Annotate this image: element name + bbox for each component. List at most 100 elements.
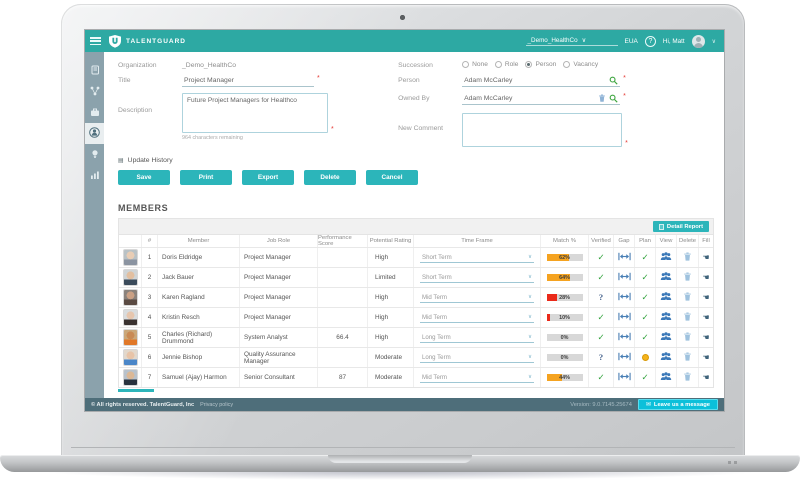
fill-cell[interactable]: ☚ bbox=[699, 248, 713, 267]
table-row[interactable]: 4 Kristin Resch Project Manager High Mid Ter… bbox=[119, 307, 713, 327]
fill-cell[interactable]: ☚ bbox=[699, 328, 713, 347]
column-header-member[interactable]: Member bbox=[158, 235, 240, 247]
table-row[interactable]: 6 Jennie Bishop Quality Assurance Manager M… bbox=[119, 347, 713, 367]
column-header-job-role[interactable]: Job Role bbox=[240, 235, 318, 247]
column-header-potential-rating[interactable]: Potential Rating bbox=[368, 235, 414, 247]
column-header-view[interactable]: View bbox=[656, 235, 677, 247]
print-button[interactable]: Print bbox=[180, 170, 232, 185]
gap-cell[interactable] bbox=[614, 268, 635, 287]
save-button[interactable]: Save bbox=[118, 170, 170, 185]
delete-cell[interactable] bbox=[677, 288, 699, 307]
time-frame-select[interactable]: Short Term ∨ bbox=[420, 273, 534, 283]
leave-message-button[interactable]: ✉ Leave us a message bbox=[637, 399, 718, 410]
time-frame-select[interactable]: Long Term ∨ bbox=[420, 353, 534, 363]
main-content: Organization _Demo_HealthCo Title Projec… bbox=[104, 52, 724, 398]
fill-cell[interactable]: ☚ bbox=[699, 288, 713, 307]
fill-cell[interactable]: ☚ bbox=[699, 368, 713, 387]
sidebar-item-talent-network[interactable] bbox=[85, 81, 104, 102]
insight-bulb-icon bbox=[90, 146, 100, 164]
column-header-verified[interactable]: Verified bbox=[589, 235, 614, 247]
title-input[interactable]: Project Manager bbox=[182, 75, 314, 87]
time-frame-select[interactable]: Mid Term ∨ bbox=[420, 313, 534, 323]
sidebar-item-succession-person[interactable] bbox=[85, 123, 104, 144]
delete-cell[interactable] bbox=[677, 248, 699, 267]
view-cell[interactable] bbox=[656, 348, 677, 367]
column-header-num[interactable]: # bbox=[142, 235, 158, 247]
column-header-match-pct[interactable]: Match % bbox=[541, 235, 589, 247]
cancel-button[interactable]: Cancel bbox=[366, 170, 418, 185]
view-cell[interactable] bbox=[656, 248, 677, 267]
sidebar-item-career-briefcase[interactable] bbox=[85, 102, 104, 123]
gap-cell[interactable] bbox=[614, 248, 635, 267]
succession-option-none[interactable]: None bbox=[462, 61, 488, 68]
view-cell[interactable] bbox=[656, 328, 677, 347]
sidebar-item-analytics-chart[interactable] bbox=[85, 165, 104, 186]
owned-by-input[interactable]: Adam McCarley bbox=[462, 93, 621, 105]
description-textarea[interactable]: Future Project Managers for Healthco bbox=[182, 93, 328, 133]
horizontal-scrollbar-thumb[interactable] bbox=[118, 389, 154, 392]
delete-cell[interactable] bbox=[677, 348, 699, 367]
view-cell[interactable] bbox=[656, 368, 677, 387]
succession-option-vacancy[interactable]: Vacancy bbox=[563, 61, 598, 68]
user-avatar-icon[interactable] bbox=[691, 34, 705, 48]
gap-cell[interactable] bbox=[614, 328, 635, 347]
view-cell[interactable] bbox=[656, 288, 677, 307]
succession-option-role[interactable]: Role bbox=[494, 61, 518, 68]
sidebar-item-insight-bulb[interactable] bbox=[85, 144, 104, 165]
member-performance-score bbox=[318, 268, 368, 287]
table-row[interactable]: 5 Charles (Richard) Drummond System Analys… bbox=[119, 327, 713, 347]
gap-cell[interactable] bbox=[614, 348, 635, 367]
verified-cell: ? bbox=[589, 288, 614, 307]
person-search-icon[interactable] bbox=[609, 76, 618, 85]
user-chevron-down-icon[interactable]: ∨ bbox=[711, 38, 716, 45]
time-frame-select[interactable]: Mid Term ∨ bbox=[420, 293, 534, 303]
table-row[interactable]: 1 Doris Eldridge Project Manager High Short … bbox=[119, 247, 713, 267]
time-frame-select[interactable]: Mid Term ∨ bbox=[420, 373, 534, 383]
delete-cell[interactable] bbox=[677, 368, 699, 387]
time-frame-select[interactable]: Long Term ∨ bbox=[420, 333, 534, 343]
table-row[interactable]: 2 Jack Bauer Project Manager Limited Short T… bbox=[119, 267, 713, 287]
column-header-plan[interactable]: Plan bbox=[635, 235, 656, 247]
column-header-performance-score[interactable]: Performance Score bbox=[318, 235, 368, 247]
delete-cell[interactable] bbox=[677, 268, 699, 287]
view-cell[interactable] bbox=[656, 268, 677, 287]
new-comment-textarea[interactable] bbox=[462, 113, 623, 147]
owned-by-clear-trash-icon[interactable] bbox=[598, 94, 606, 103]
fill-cell[interactable]: ☚ bbox=[699, 308, 713, 327]
plan-cell bbox=[635, 348, 656, 367]
gap-cell[interactable] bbox=[614, 288, 635, 307]
update-history-toggle[interactable]: ▤ Update History bbox=[118, 157, 714, 164]
org-dropdown[interactable]: _Demo_HealthCo ∨ bbox=[525, 36, 618, 46]
column-header-time-frame[interactable]: Time Frame bbox=[414, 235, 541, 247]
delete-cell[interactable] bbox=[677, 308, 699, 327]
copyright-text: © All rights reserved. TalentGuard, Inc bbox=[91, 401, 195, 408]
succession-option-person[interactable]: Person bbox=[525, 61, 556, 68]
view-cell[interactable] bbox=[656, 308, 677, 327]
menu-hamburger-icon[interactable] bbox=[90, 37, 101, 45]
export-button[interactable]: Export bbox=[242, 170, 294, 185]
privacy-policy-link[interactable]: Privacy policy bbox=[200, 401, 234, 408]
table-row[interactable]: 7 Samuel (Ajay) Harmon Senior Consultant 87… bbox=[119, 367, 713, 387]
time-frame-select[interactable]: Short Term ∨ bbox=[420, 253, 534, 263]
brand[interactable]: TALENTGUARD bbox=[109, 34, 186, 48]
table-row[interactable]: 3 Karen Ragland Project Manager High Mid Ter… bbox=[119, 287, 713, 307]
person-input[interactable]: Adam McCarley bbox=[462, 75, 621, 87]
column-header-fill[interactable]: Fill bbox=[702, 238, 710, 244]
plan-cell: ✓ bbox=[635, 268, 656, 287]
sidebar-item-profile-book[interactable] bbox=[85, 60, 104, 81]
delete-cell[interactable] bbox=[677, 328, 699, 347]
help-icon[interactable]: ? bbox=[644, 35, 656, 47]
owned-by-search-icon[interactable] bbox=[609, 94, 618, 103]
detail-report-button[interactable]: Detail Report bbox=[652, 221, 709, 232]
gap-cell[interactable] bbox=[614, 308, 635, 327]
column-header-gap[interactable]: Gap bbox=[614, 235, 635, 247]
locale-label[interactable]: EUA bbox=[624, 37, 638, 45]
delete-button[interactable]: Delete bbox=[304, 170, 356, 185]
fill-cell[interactable]: ☚ bbox=[699, 268, 713, 287]
gap-cell[interactable] bbox=[614, 368, 635, 387]
match-pct-cell: 10% bbox=[541, 308, 589, 327]
fill-cell[interactable]: ☚ bbox=[699, 348, 713, 367]
required-asterisk: * bbox=[331, 126, 334, 133]
time-frame-value: Mid Term bbox=[422, 373, 447, 381]
column-header-delete[interactable]: Delete bbox=[677, 235, 699, 247]
